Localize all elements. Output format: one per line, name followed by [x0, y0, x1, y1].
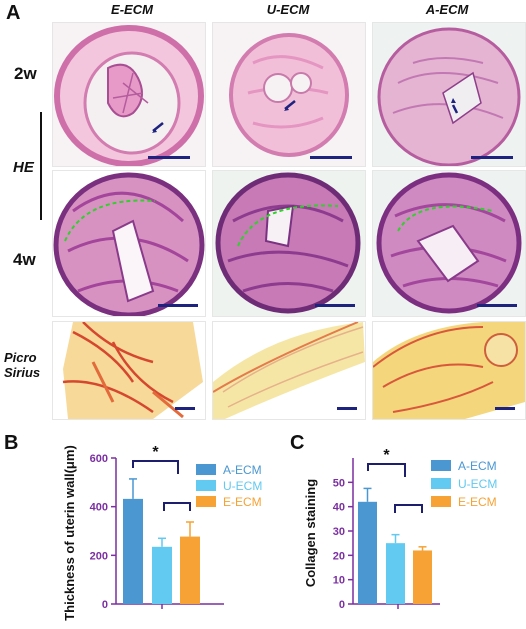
- group-bracket: [163, 502, 191, 511]
- micrograph-picro-sirius-e-ecm: [52, 321, 206, 420]
- micrograph-picro-sirius-u-ecm: [212, 321, 366, 420]
- bar-a-ecm: [123, 498, 143, 604]
- micrograph-he-4w-u-ecm: [212, 170, 366, 317]
- significance-bracket: [367, 463, 406, 477]
- row-label-2w: 2w: [14, 64, 37, 83]
- legend-label: E-ECM: [223, 495, 262, 509]
- scale-bar: [158, 304, 198, 307]
- y-tick-label: 400: [90, 502, 108, 514]
- chart-thickness: Thickness of uterin wall(μm) 0 200 400 600 *…: [62, 444, 263, 621]
- significance-star: *: [152, 444, 159, 461]
- y-tick-label: 50: [333, 477, 345, 489]
- y-tick-label: 40: [333, 502, 345, 514]
- y-tick-label: 0: [102, 599, 108, 611]
- scale-bar: [175, 407, 195, 410]
- column-title-u-ecm: U-ECM: [266, 2, 310, 17]
- legend-label: A-ECM: [458, 459, 497, 473]
- bar-e-ecm: [413, 550, 432, 604]
- legend-label: U-ECM: [458, 477, 497, 491]
- scale-bar: [310, 156, 352, 159]
- scale-bar: [477, 304, 517, 307]
- bar-u-ecm: [386, 543, 405, 604]
- micrograph-he-2w-u-ecm: [212, 22, 366, 167]
- bar-e-ecm: [180, 536, 200, 604]
- legend-swatch: [431, 496, 451, 507]
- row-label-picro: Picro: [4, 350, 37, 365]
- scale-bar: [315, 304, 355, 307]
- significance-star: *: [383, 447, 390, 464]
- micrograph-he-2w-a-ecm: [372, 22, 526, 167]
- y-tick-label: 30: [333, 526, 345, 538]
- he-divider-line: [40, 112, 42, 220]
- scale-bar: [337, 407, 357, 410]
- y-axis-label: Thickness of uterin wall(μm): [62, 445, 77, 621]
- plot-area: 0 10 20 30 40 50 * A-ECM U-ECM E-ECM: [333, 447, 498, 611]
- y-tick-label: 10: [333, 575, 345, 587]
- panel-a-label: A: [6, 2, 21, 24]
- legend-swatch: [196, 464, 216, 475]
- panel-b-label: B: [4, 432, 19, 454]
- legend-label: A-ECM: [223, 463, 262, 477]
- significance-bracket: [132, 460, 179, 474]
- micrograph-he-4w-a-ecm: [372, 170, 526, 317]
- row-label-4w: 4w: [13, 250, 36, 269]
- panel-c-label: C: [290, 432, 305, 454]
- plot-area: 0 200 400 600 * A-ECM U-ECM E-ECM: [90, 444, 263, 611]
- legend-swatch: [196, 496, 216, 507]
- group-bracket: [394, 504, 423, 513]
- legend-swatch: [431, 478, 451, 489]
- bar-u-ecm: [152, 546, 172, 604]
- scale-bar: [495, 407, 515, 410]
- micrograph-he-2w-e-ecm: [52, 22, 206, 167]
- legend-swatch: [196, 480, 216, 491]
- chart-collagen: Collagen staining 0 10 20 30 40 50 * A-ECM U-ECM…: [303, 447, 498, 611]
- legend-label: E-ECM: [458, 495, 497, 509]
- column-title-e-ecm: E-ECM: [111, 2, 153, 17]
- y-tick-label: 600: [90, 453, 108, 465]
- y-tick-label: 0: [339, 599, 345, 611]
- legend-swatch: [431, 460, 451, 471]
- scale-bar: [148, 156, 190, 159]
- micrograph-he-4w-e-ecm: [52, 170, 206, 317]
- bar-a-ecm: [358, 501, 377, 604]
- y-tick-label: 200: [90, 550, 108, 562]
- column-title-a-ecm: A-ECM: [425, 2, 469, 17]
- y-axis-label: Collagen staining: [303, 479, 318, 587]
- micrograph-picro-sirius-a-ecm: [372, 321, 526, 420]
- y-tick-label: 20: [333, 550, 345, 562]
- scale-bar: [471, 156, 513, 159]
- row-label-he: HE: [13, 159, 34, 176]
- row-label-sirius: Sirius: [4, 365, 41, 380]
- legend-label: U-ECM: [223, 479, 262, 493]
